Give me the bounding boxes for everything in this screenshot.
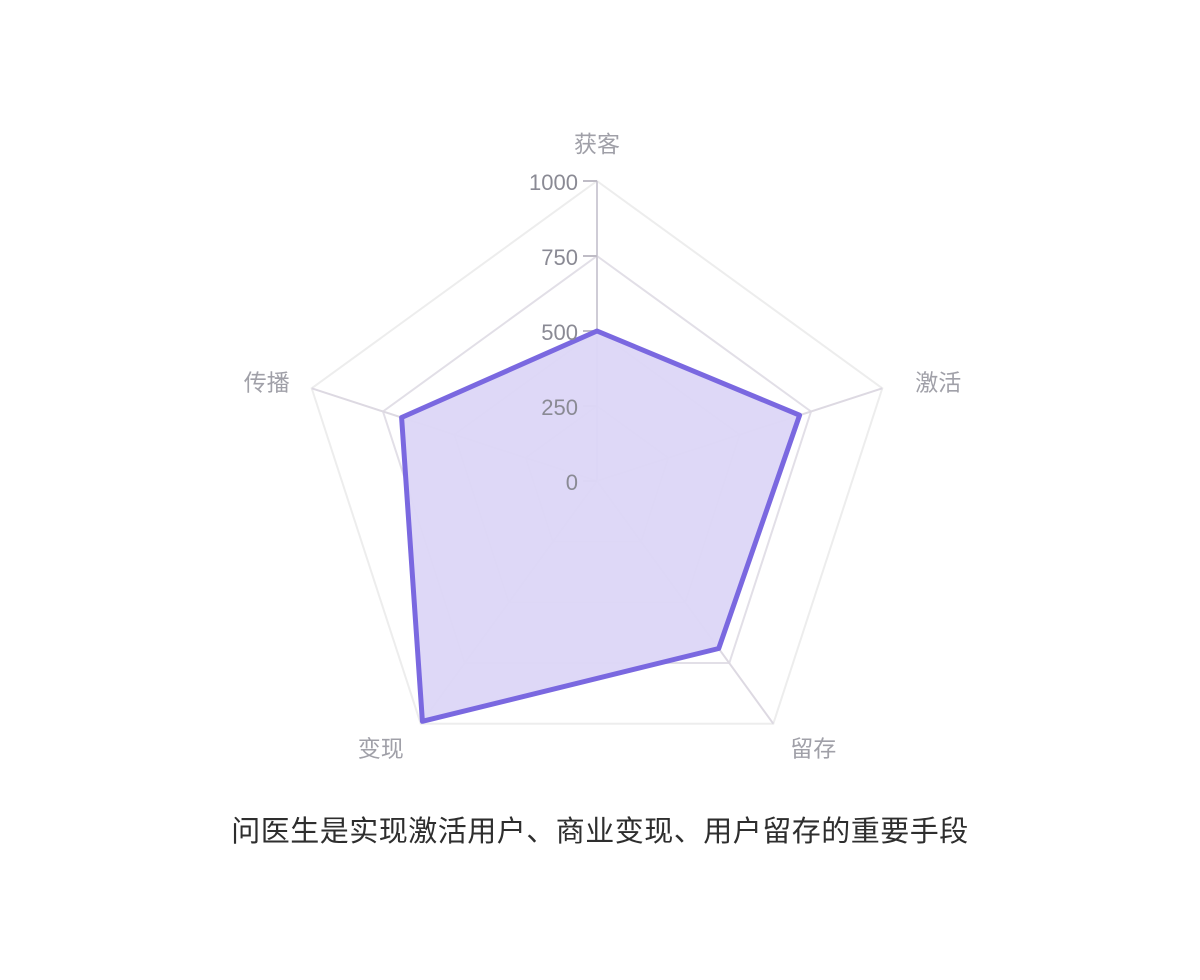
- chart-caption: 问医生是实现激活用户、商业变现、用户留存的重要手段: [231, 816, 969, 848]
- tick-label-500: 500: [541, 320, 578, 345]
- tick-label-0: 0: [566, 470, 578, 495]
- radar-series-polygon: [399, 328, 803, 724]
- axis-label-jihuo: 激活: [915, 369, 961, 395]
- radar-tick-labels: 0 250 500 750 1000: [529, 170, 578, 495]
- series-area-wenyisheng: [399, 328, 803, 724]
- axis-label-bianxian: 变现: [358, 736, 404, 762]
- grid-ring-1000: [310, 179, 884, 725]
- axis-label-chuanbo: 传播: [244, 369, 290, 395]
- radar-axis-labels: 获客 激活 留存 变现 传播: [244, 131, 962, 762]
- axis-label-liucun: 留存: [790, 736, 836, 762]
- axis-label-huoke: 获客: [574, 131, 620, 157]
- tick-label-750: 750: [541, 245, 578, 270]
- tick-label-250: 250: [541, 395, 578, 420]
- tick-label-1000: 1000: [529, 170, 578, 195]
